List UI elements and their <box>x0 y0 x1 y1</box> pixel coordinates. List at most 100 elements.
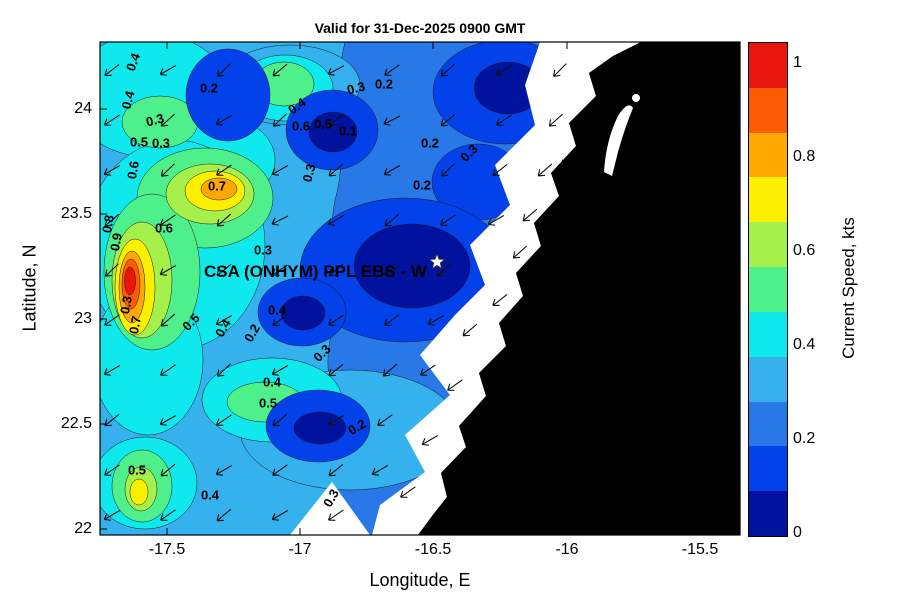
current-arrow <box>216 414 232 426</box>
current-arrow <box>104 263 119 277</box>
current-arrow <box>427 315 445 326</box>
colorbar-band <box>749 491 787 536</box>
current-arrow <box>383 115 401 126</box>
current-arrow <box>440 63 456 77</box>
current-arrow <box>216 213 232 227</box>
current-arrow <box>440 113 456 127</box>
current-arrow <box>272 113 287 127</box>
current-arrow <box>382 363 398 377</box>
current-arrow <box>215 465 233 476</box>
star-marker <box>428 252 446 270</box>
current-arrow <box>216 164 232 176</box>
colorbar-band <box>749 43 787 88</box>
map-shape <box>372 42 641 535</box>
current-arrow <box>160 364 176 376</box>
current-arrow <box>522 208 538 222</box>
colorbar-band <box>749 87 787 133</box>
map-shape <box>418 42 740 535</box>
map-shape: 204 CSA (ONHYM) PPL EBS - W <box>100 42 740 535</box>
current-arrow <box>462 323 478 337</box>
map-shape <box>280 295 326 331</box>
land-mask <box>418 42 740 535</box>
current-arrow <box>217 63 231 77</box>
map-shape <box>353 223 471 309</box>
current-arrow <box>104 64 120 77</box>
current-arrow <box>216 263 232 277</box>
current-arrow <box>327 65 345 76</box>
map-shape <box>293 411 347 445</box>
current-arrow <box>103 510 121 521</box>
current-arrow <box>160 463 176 477</box>
colorbar-band <box>749 356 787 402</box>
current-arrow <box>384 213 400 227</box>
current-arrow <box>159 65 177 76</box>
current-arrow <box>492 294 508 307</box>
current-arrow <box>216 508 232 522</box>
current-arrow <box>103 165 121 176</box>
map-shape <box>290 482 370 535</box>
current-arrow <box>216 363 231 377</box>
current-arrow <box>384 64 400 76</box>
current-arrow <box>272 313 288 327</box>
current-arrow <box>328 363 344 377</box>
x-axis-label: Longitude, E <box>369 570 471 590</box>
current-arrow <box>271 215 289 226</box>
current-arrow <box>537 163 553 177</box>
colorbar-band <box>749 267 787 312</box>
colorbar-band <box>749 446 787 492</box>
plot-title: Valid for 31-Dec-2025 0900 GMT <box>314 20 526 36</box>
current-arrow <box>492 164 508 177</box>
plot-frame <box>99 41 741 536</box>
current-arrow <box>103 365 121 376</box>
current-arrow <box>272 264 288 276</box>
current-arrow <box>160 113 176 127</box>
current-arrow <box>328 163 344 177</box>
current-arrow <box>104 213 120 227</box>
current-arrow <box>160 313 176 327</box>
current-arrow <box>272 63 288 77</box>
current-arrow <box>548 113 564 127</box>
map-shape <box>129 478 149 506</box>
map-shape <box>185 48 271 142</box>
current-arrow <box>420 364 436 376</box>
quiver-arrows <box>103 63 620 522</box>
overlay-annotation-text: CSA (ONHYM) PPL EBS - W <box>204 262 428 281</box>
current-arrow <box>159 265 177 276</box>
lagoon-islet <box>632 94 640 102</box>
current-arrow <box>421 435 439 446</box>
current-arrow <box>215 315 233 326</box>
current-arrow <box>327 415 345 426</box>
current-arrow <box>384 314 400 326</box>
current-arrow <box>440 163 455 177</box>
current-arrow <box>328 114 344 126</box>
current-arrow <box>160 163 175 177</box>
current-arrow <box>440 214 456 226</box>
current-arrow <box>104 413 120 427</box>
current-arrow <box>271 165 289 176</box>
colorbar-label: Current Speed, kts <box>839 217 858 359</box>
current-arrow <box>383 265 401 276</box>
current-arrow <box>159 415 177 426</box>
current-arrow <box>328 509 344 521</box>
current-arrow <box>215 115 233 126</box>
current-arrow <box>496 114 512 126</box>
current-arrow <box>272 413 288 427</box>
current-arrow <box>103 114 120 126</box>
current-arrow <box>377 414 393 426</box>
current-arrow <box>327 214 344 226</box>
current-arrow <box>271 365 289 376</box>
tick-marks <box>100 42 740 535</box>
current-arrow <box>104 464 120 476</box>
y-axis-label: Latitude, N <box>19 244 40 332</box>
current-arrow <box>371 465 389 476</box>
current-arrow <box>487 215 505 226</box>
map-shape <box>124 266 136 296</box>
colorbar <box>748 42 788 537</box>
current-arrow <box>328 463 344 477</box>
current-arrow <box>553 63 567 77</box>
current-arrow <box>512 245 528 259</box>
current-arrow <box>160 509 176 521</box>
current-arrow <box>328 314 344 326</box>
